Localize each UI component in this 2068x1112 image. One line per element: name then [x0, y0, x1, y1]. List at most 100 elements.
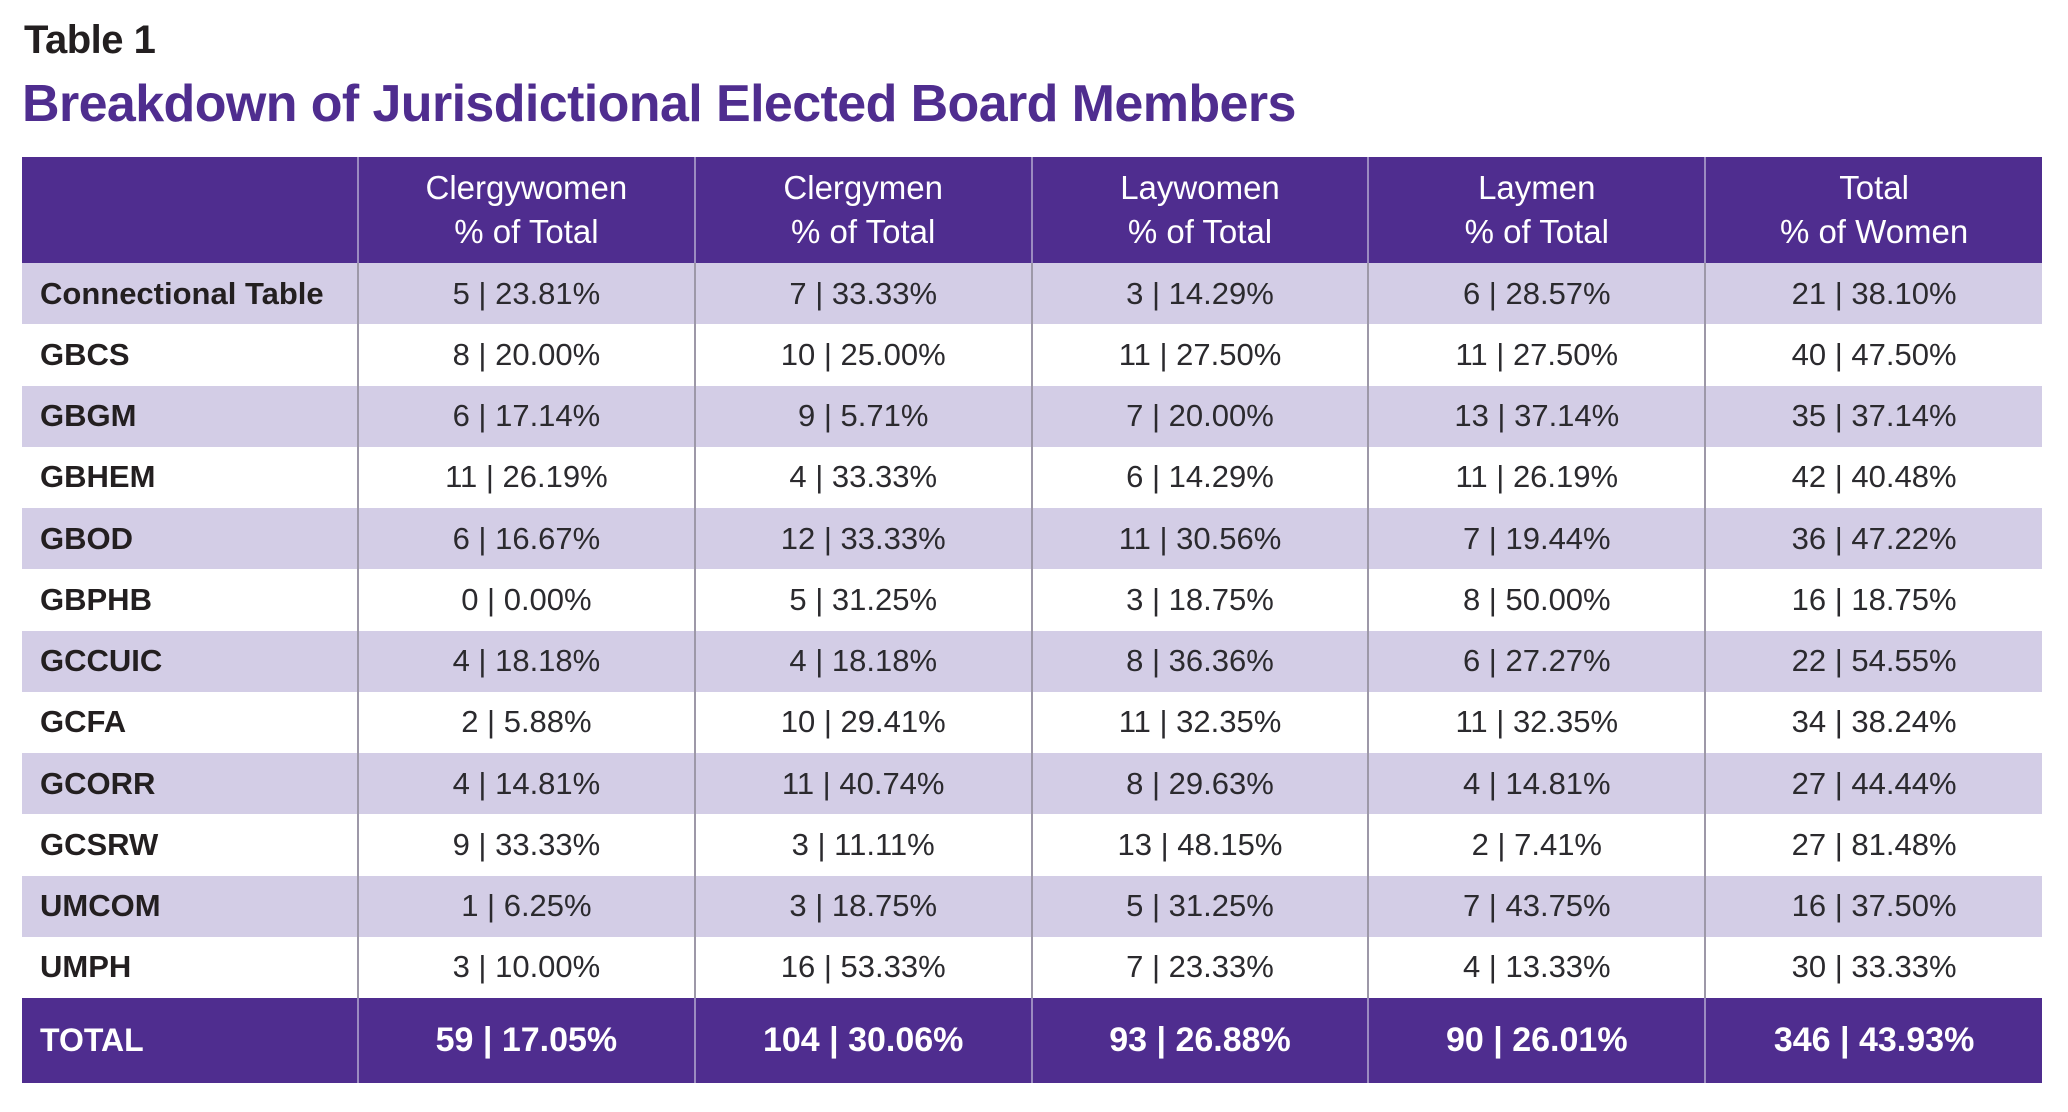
header-line-1: Clergymen: [783, 169, 943, 206]
cell-clergymen: 4 | 33.33%: [693, 446, 1032, 508]
cell-clergywomen: 2 | 5.88%: [357, 691, 695, 753]
table-row: GCCUIC 4 | 18.18% 4 | 18.18% 8 | 36.36% …: [22, 630, 2042, 692]
cell-laywomen: 7 | 23.33%: [1030, 936, 1369, 998]
row-label: GBGM: [22, 385, 358, 447]
table-row: GBGM 6 | 17.14% 9 | 5.71% 7 | 20.00% 13 …: [22, 385, 2042, 447]
table-row: GCSRW 9 | 33.33% 3 | 11.11% 13 | 48.15% …: [22, 814, 2042, 876]
cell-laymen: 11 | 32.35%: [1367, 691, 1706, 753]
cell-clergymen: 16 | 53.33%: [693, 936, 1032, 998]
cell-clergymen: 10 | 29.41%: [693, 691, 1032, 753]
header-line-1: Clergywomen: [425, 169, 628, 206]
cell-clergymen: 10 | 25.00%: [693, 324, 1032, 386]
cell-total: 27 | 81.48%: [1704, 814, 2042, 876]
cell-laymen: 8 | 50.00%: [1367, 569, 1706, 631]
row-label: GBPHB: [22, 569, 358, 631]
cell-laywomen: 6 | 14.29%: [1030, 446, 1369, 508]
total-laywomen: 93 | 26.88%: [1030, 998, 1369, 1083]
cell-laywomen: 8 | 36.36%: [1030, 630, 1369, 692]
cell-total: 35 | 37.14%: [1704, 385, 2042, 447]
header-line-2: % of Total: [791, 213, 936, 250]
cell-clergymen: 7 | 33.33%: [693, 263, 1032, 325]
total-label: TOTAL: [22, 998, 358, 1083]
cell-laymen: 11 | 26.19%: [1367, 446, 1706, 508]
header-clergymen: Clergymen % of Total: [693, 157, 1032, 263]
table-row: UMCOM 1 | 6.25% 3 | 18.75% 5 | 31.25% 7 …: [22, 875, 2042, 937]
table-row: GBPHB 0 | 0.00% 5 | 31.25% 3 | 18.75% 8 …: [22, 569, 2042, 631]
cell-total: 27 | 44.44%: [1704, 753, 2042, 815]
cell-total: 22 | 54.55%: [1704, 630, 2042, 692]
cell-laywomen: 11 | 27.50%: [1030, 324, 1369, 386]
cell-clergymen: 4 | 18.18%: [693, 630, 1032, 692]
cell-laywomen: 3 | 18.75%: [1030, 569, 1369, 631]
header-clergywomen: Clergywomen % of Total: [357, 157, 695, 263]
cell-clergywomen: 3 | 10.00%: [357, 936, 695, 998]
cell-total: 16 | 37.50%: [1704, 875, 2042, 937]
cell-laywomen: 3 | 14.29%: [1030, 263, 1369, 325]
cell-laywomen: 8 | 29.63%: [1030, 753, 1369, 815]
table-title: Breakdown of Jurisdictional Elected Boar…: [22, 75, 1296, 133]
cell-clergymen: 3 | 11.11%: [693, 814, 1032, 876]
row-label: GCORR: [22, 753, 358, 815]
row-label: UMPH: [22, 936, 358, 998]
row-label: GBCS: [22, 324, 358, 386]
cell-laywomen: 13 | 48.15%: [1030, 814, 1369, 876]
cell-laymen: 7 | 19.44%: [1367, 508, 1706, 570]
table-row: GCFA 2 | 5.88% 10 | 29.41% 11 | 32.35% 1…: [22, 691, 2042, 753]
cell-clergywomen: 6 | 16.67%: [357, 508, 695, 570]
header-row: Clergywomen % of Total Clergymen % of To…: [22, 157, 2042, 263]
cell-laywomen: 7 | 20.00%: [1030, 385, 1369, 447]
cell-laymen: 4 | 14.81%: [1367, 753, 1706, 815]
cell-laywomen: 11 | 32.35%: [1030, 691, 1369, 753]
cell-clergywomen: 1 | 6.25%: [357, 875, 695, 937]
cell-clergywomen: 4 | 14.81%: [357, 753, 695, 815]
cell-total: 42 | 40.48%: [1704, 446, 2042, 508]
row-label: GBHEM: [22, 446, 358, 508]
header-laymen: Laymen % of Total: [1367, 157, 1706, 263]
total-clergymen: 104 | 30.06%: [693, 998, 1032, 1083]
cell-laymen: 2 | 7.41%: [1367, 814, 1706, 876]
header-line-2: % of Total: [1127, 213, 1273, 250]
cell-total: 34 | 38.24%: [1704, 691, 2042, 753]
cell-laymen: 13 | 37.14%: [1367, 385, 1706, 447]
header-line-2: % of Total: [454, 213, 599, 250]
table-number-label: Table 1: [24, 18, 156, 62]
total-row: TOTAL 59 | 17.05% 104 | 30.06% 93 | 26.8…: [22, 998, 2042, 1083]
cell-clergymen: 3 | 18.75%: [693, 875, 1032, 937]
cell-laymen: 4 | 13.33%: [1367, 936, 1706, 998]
header-line-1: Total: [1839, 169, 1909, 206]
total-clergywomen: 59 | 17.05%: [357, 998, 695, 1083]
row-label: GCFA: [22, 691, 358, 753]
cell-laywomen: 11 | 30.56%: [1030, 508, 1369, 570]
cell-total: 40 | 47.50%: [1704, 324, 2042, 386]
cell-clergywomen: 8 | 20.00%: [357, 324, 695, 386]
table-row: UMPH 3 | 10.00% 16 | 53.33% 7 | 23.33% 4…: [22, 936, 2042, 998]
cell-laymen: 7 | 43.75%: [1367, 875, 1706, 937]
cell-total: 21 | 38.10%: [1704, 263, 2042, 325]
cell-clergymen: 11 | 40.74%: [693, 753, 1032, 815]
cell-laymen: 6 | 28.57%: [1367, 263, 1706, 325]
cell-clergywomen: 11 | 26.19%: [357, 446, 695, 508]
cell-clergymen: 9 | 5.71%: [693, 385, 1032, 447]
table-row: GBHEM 11 | 26.19% 4 | 33.33% 6 | 14.29% …: [22, 446, 2042, 508]
row-label: Connectional Table: [22, 263, 358, 325]
header-total: Total % of Women: [1704, 157, 2042, 263]
cell-clergywomen: 4 | 18.18%: [357, 630, 695, 692]
header-corner-cell: [22, 157, 358, 263]
total-laymen: 90 | 26.01%: [1367, 998, 1706, 1083]
cell-laywomen: 5 | 31.25%: [1030, 875, 1369, 937]
header-line-1: Laymen: [1478, 169, 1596, 206]
cell-clergywomen: 6 | 17.14%: [357, 385, 695, 447]
board-members-table: Clergywomen % of Total Clergymen % of To…: [22, 157, 2042, 1083]
row-label: UMCOM: [22, 875, 358, 937]
table-row: GBOD 6 | 16.67% 12 | 33.33% 11 | 30.56% …: [22, 508, 2042, 570]
total-total: 346 | 43.93%: [1704, 998, 2042, 1083]
header-line-2: % of Women: [1779, 213, 1969, 250]
row-label: GCSRW: [22, 814, 358, 876]
cell-clergywomen: 0 | 0.00%: [357, 569, 695, 631]
cell-clergymen: 12 | 33.33%: [693, 508, 1032, 570]
cell-laymen: 11 | 27.50%: [1367, 324, 1706, 386]
cell-total: 30 | 33.33%: [1704, 936, 2042, 998]
cell-laymen: 6 | 27.27%: [1367, 630, 1706, 692]
cell-total: 16 | 18.75%: [1704, 569, 2042, 631]
header-line-2: % of Total: [1464, 213, 1609, 250]
